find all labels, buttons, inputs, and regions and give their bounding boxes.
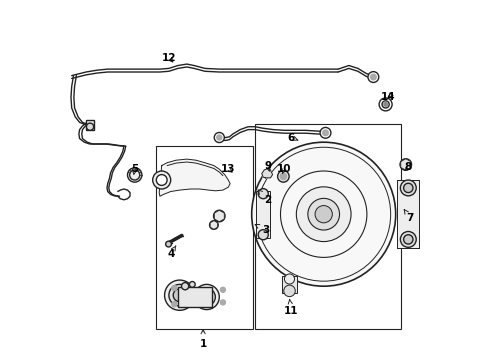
Circle shape bbox=[165, 241, 171, 247]
Text: 9: 9 bbox=[264, 161, 271, 171]
Polygon shape bbox=[159, 159, 230, 196]
Polygon shape bbox=[210, 221, 217, 229]
Circle shape bbox=[198, 288, 215, 306]
Text: 6: 6 bbox=[287, 132, 297, 143]
Text: 2: 2 bbox=[258, 190, 271, 205]
Circle shape bbox=[322, 130, 328, 136]
Circle shape bbox=[156, 175, 167, 185]
Circle shape bbox=[220, 300, 225, 305]
Circle shape bbox=[402, 161, 408, 168]
Bar bbox=[178, 287, 212, 307]
Circle shape bbox=[400, 231, 415, 247]
Circle shape bbox=[296, 187, 350, 242]
Circle shape bbox=[277, 171, 288, 182]
Text: 13: 13 bbox=[221, 164, 235, 174]
Circle shape bbox=[152, 171, 170, 189]
Circle shape bbox=[86, 123, 94, 130]
Text: 7: 7 bbox=[404, 210, 413, 223]
Circle shape bbox=[220, 287, 225, 292]
Circle shape bbox=[216, 135, 222, 140]
Circle shape bbox=[367, 72, 378, 82]
Circle shape bbox=[258, 189, 268, 199]
Text: 1: 1 bbox=[199, 330, 206, 349]
Bar bbox=[397, 180, 418, 248]
Circle shape bbox=[164, 280, 194, 310]
Circle shape bbox=[283, 285, 295, 297]
Text: 4: 4 bbox=[167, 246, 176, 259]
Circle shape bbox=[378, 98, 391, 111]
Bar bbox=[256, 191, 270, 238]
Circle shape bbox=[171, 285, 177, 291]
Bar bbox=[156, 146, 253, 329]
Circle shape bbox=[403, 183, 412, 193]
Circle shape bbox=[370, 74, 375, 80]
Circle shape bbox=[171, 302, 177, 307]
Text: 10: 10 bbox=[276, 164, 291, 174]
Circle shape bbox=[307, 198, 339, 230]
Bar bbox=[255, 124, 400, 329]
Text: 11: 11 bbox=[284, 299, 298, 316]
Circle shape bbox=[399, 159, 411, 170]
Circle shape bbox=[251, 142, 395, 286]
Polygon shape bbox=[261, 168, 272, 178]
Circle shape bbox=[168, 284, 190, 306]
Circle shape bbox=[127, 168, 142, 182]
Circle shape bbox=[194, 284, 219, 310]
Circle shape bbox=[284, 274, 294, 284]
Circle shape bbox=[215, 212, 223, 220]
Bar bbox=[282, 276, 296, 293]
Circle shape bbox=[403, 235, 412, 244]
Circle shape bbox=[314, 206, 332, 223]
Circle shape bbox=[280, 173, 286, 180]
Circle shape bbox=[381, 101, 388, 108]
Polygon shape bbox=[400, 159, 410, 170]
Circle shape bbox=[213, 210, 224, 222]
Circle shape bbox=[202, 292, 211, 302]
Text: 12: 12 bbox=[162, 53, 176, 63]
Circle shape bbox=[383, 103, 386, 106]
Circle shape bbox=[173, 289, 186, 302]
Circle shape bbox=[320, 127, 330, 138]
Circle shape bbox=[214, 132, 224, 143]
Text: 3: 3 bbox=[255, 224, 269, 235]
Circle shape bbox=[181, 283, 188, 290]
Polygon shape bbox=[214, 210, 224, 222]
Circle shape bbox=[258, 230, 268, 240]
Bar bbox=[86, 120, 94, 130]
Text: 8: 8 bbox=[404, 162, 411, 172]
Text: 5: 5 bbox=[131, 164, 138, 174]
Circle shape bbox=[400, 180, 415, 196]
Circle shape bbox=[209, 221, 218, 229]
Circle shape bbox=[189, 282, 195, 287]
Text: 14: 14 bbox=[381, 92, 395, 102]
